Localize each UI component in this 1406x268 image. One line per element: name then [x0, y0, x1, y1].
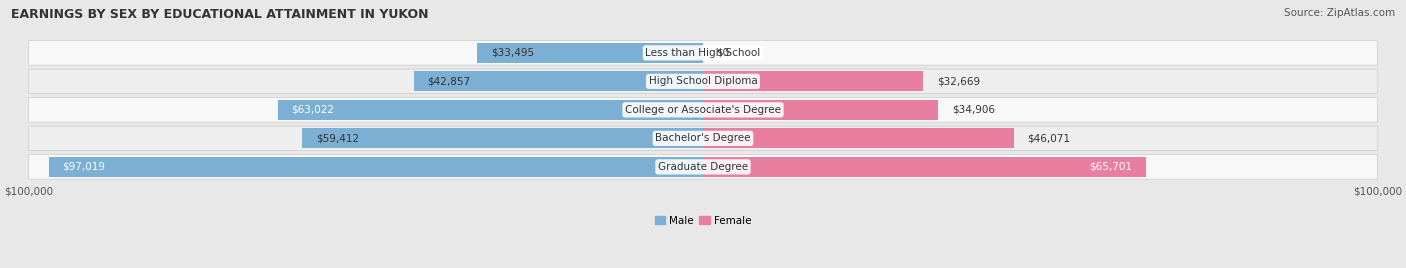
FancyBboxPatch shape — [28, 41, 1378, 65]
Text: $0: $0 — [717, 48, 730, 58]
Text: $59,412: $59,412 — [316, 133, 359, 143]
Bar — [413, 71, 703, 91]
FancyBboxPatch shape — [28, 126, 1378, 151]
Text: Source: ZipAtlas.com: Source: ZipAtlas.com — [1284, 8, 1395, 18]
Text: $34,906: $34,906 — [952, 105, 995, 115]
Text: $97,019: $97,019 — [62, 162, 105, 172]
Text: EARNINGS BY SEX BY EDUCATIONAL ATTAINMENT IN YUKON: EARNINGS BY SEX BY EDUCATIONAL ATTAINMEN… — [11, 8, 429, 21]
Bar — [703, 128, 1014, 148]
Text: $42,857: $42,857 — [427, 76, 471, 86]
Text: Less than High School: Less than High School — [645, 48, 761, 58]
Bar — [703, 71, 924, 91]
FancyBboxPatch shape — [28, 69, 1378, 94]
FancyBboxPatch shape — [28, 98, 1378, 122]
Bar — [703, 157, 1146, 177]
Text: High School Diploma: High School Diploma — [648, 76, 758, 86]
FancyBboxPatch shape — [28, 155, 1378, 179]
Text: Graduate Degree: Graduate Degree — [658, 162, 748, 172]
Text: $46,071: $46,071 — [1028, 133, 1070, 143]
Bar — [278, 100, 703, 120]
Bar — [477, 43, 703, 63]
Legend: Male, Female: Male, Female — [651, 211, 755, 230]
Text: $63,022: $63,022 — [291, 105, 335, 115]
Text: College or Associate's Degree: College or Associate's Degree — [626, 105, 780, 115]
Text: $33,495: $33,495 — [491, 48, 534, 58]
Bar — [302, 128, 703, 148]
Text: Bachelor's Degree: Bachelor's Degree — [655, 133, 751, 143]
Bar — [703, 100, 938, 120]
Bar — [49, 157, 703, 177]
Text: $65,701: $65,701 — [1090, 162, 1132, 172]
Text: $32,669: $32,669 — [936, 76, 980, 86]
